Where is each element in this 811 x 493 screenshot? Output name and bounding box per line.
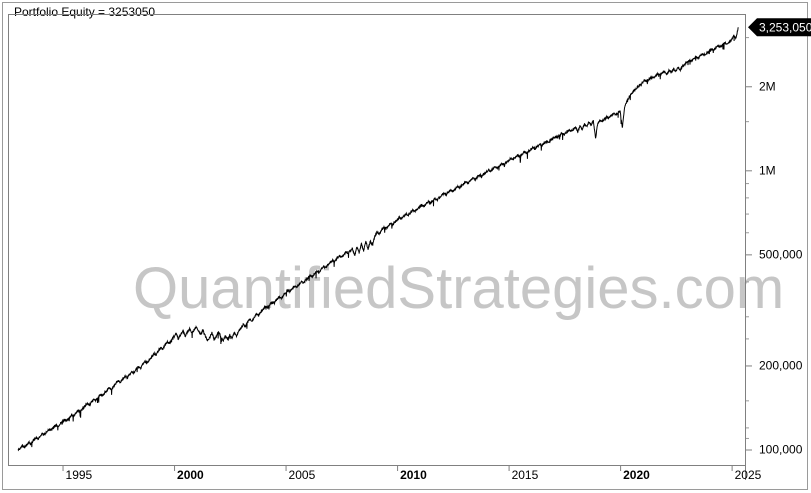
price-marker-label: 3,253,050 [759, 20, 811, 34]
page-title: Portfolio Equity = 3253050 [14, 5, 156, 19]
x-tick-label: 2005 [289, 468, 316, 482]
y-tick-label: 100,000 [759, 443, 803, 457]
x-tick-label: 2015 [512, 468, 539, 482]
y-tick-label: 1M [759, 163, 776, 177]
x-tick-label: 2000 [177, 468, 204, 482]
x-tick-label: 2010 [400, 468, 427, 482]
x-tick-label: 2025 [735, 468, 762, 482]
equity-curve [17, 27, 739, 452]
watermark: QuantifiedStrategies.com [133, 256, 784, 321]
price-marker-flag [748, 18, 811, 37]
price-marker: 3,253,050 [748, 18, 811, 37]
y-tick-label: 200,000 [759, 358, 803, 372]
x-axis-ticks: 1995 2000 2005 2010 2015 2020 2025 [62, 466, 762, 482]
x-tick-label: 2020 [623, 468, 650, 482]
y-tick-label: 500,000 [759, 247, 803, 261]
y-tick-label: 2M [759, 79, 776, 93]
watermark-text: QuantifiedStrategies.com [133, 256, 784, 321]
x-tick-label: 1995 [66, 468, 93, 482]
axis-lines [8, 14, 746, 480]
y-axis-ticks: 2M 1M 500,000 200,000 100,000 [746, 37, 803, 457]
